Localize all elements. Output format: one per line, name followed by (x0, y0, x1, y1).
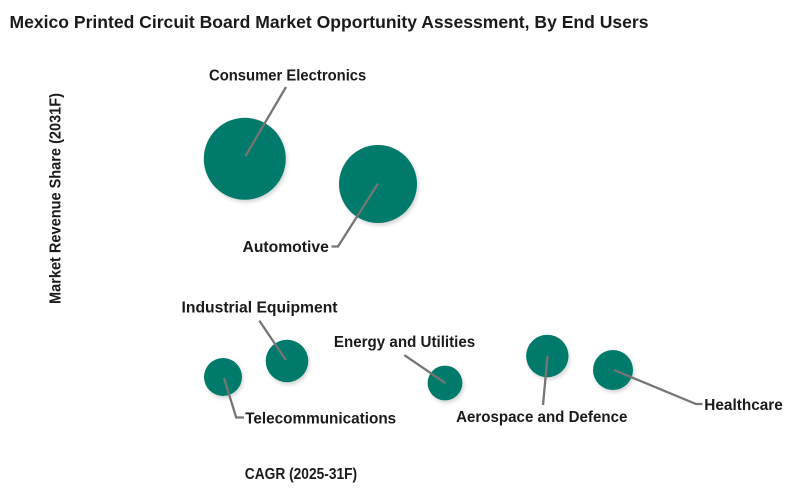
svg-text:Aerospace and Defence: Aerospace and Defence (456, 409, 627, 426)
svg-text:Industrial Equipment: Industrial Equipment (182, 300, 338, 317)
svg-text:Automotive: Automotive (243, 239, 329, 256)
svg-text:Market Revenue Share (2031F): Market Revenue Share (2031F) (48, 93, 65, 304)
svg-text:CAGR (2025-31F): CAGR (2025-31F) (245, 466, 357, 483)
svg-text:Consumer Electronics: Consumer Electronics (209, 68, 366, 85)
svg-text:Energy and Utilities: Energy and Utilities (334, 334, 475, 351)
svg-text:Mexico Printed Circuit Board M: Mexico Printed Circuit Board Market Oppo… (10, 12, 649, 32)
svg-text:Telecommunications: Telecommunications (245, 410, 396, 427)
svg-text:Healthcare: Healthcare (704, 397, 783, 414)
